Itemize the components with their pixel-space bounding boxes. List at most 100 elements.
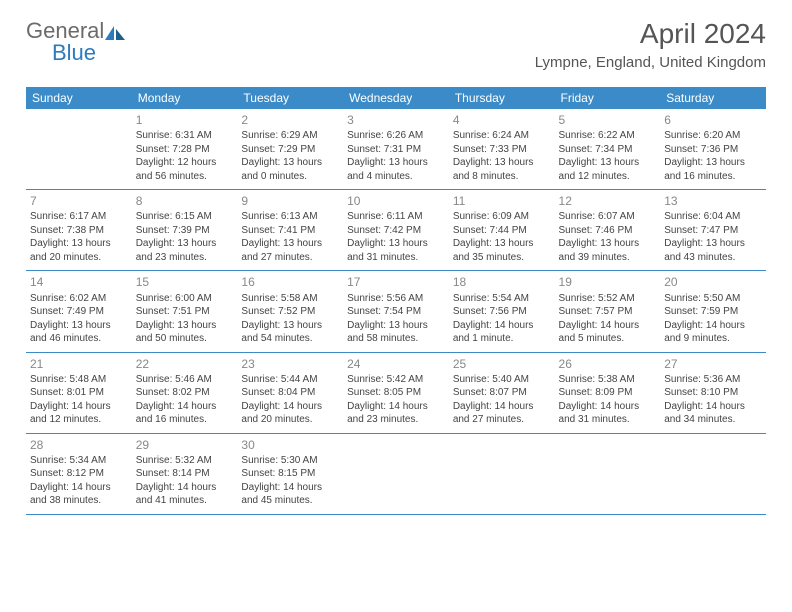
- sunrise-text: Sunrise: 6:13 AM: [241, 210, 339, 224]
- sunset-text: Sunset: 8:05 PM: [347, 386, 445, 400]
- sunset-text: Sunset: 7:52 PM: [241, 305, 339, 319]
- sunset-text: Sunset: 7:46 PM: [559, 224, 657, 238]
- day-number: 7: [30, 193, 128, 209]
- calendar-day-cell: 10Sunrise: 6:11 AMSunset: 7:42 PMDayligh…: [343, 190, 449, 271]
- sunrise-text: Sunrise: 6:15 AM: [136, 210, 234, 224]
- calendar-day-cell: 3Sunrise: 6:26 AMSunset: 7:31 PMDaylight…: [343, 109, 449, 190]
- day-number: 13: [664, 193, 762, 209]
- sunset-text: Sunset: 7:29 PM: [241, 143, 339, 157]
- day-number: 20: [664, 274, 762, 290]
- sunrise-text: Sunrise: 5:48 AM: [30, 373, 128, 387]
- calendar-day-cell: 6Sunrise: 6:20 AMSunset: 7:36 PMDaylight…: [660, 109, 766, 190]
- day-number: 10: [347, 193, 445, 209]
- daylight-text: Daylight: 13 hours and 12 minutes.: [559, 156, 657, 183]
- sunset-text: Sunset: 8:04 PM: [241, 386, 339, 400]
- sunset-text: Sunset: 7:28 PM: [136, 143, 234, 157]
- calendar-day-cell: 7Sunrise: 6:17 AMSunset: 7:38 PMDaylight…: [26, 190, 132, 271]
- day-header: Wednesday: [343, 87, 449, 109]
- day-header: Sunday: [26, 87, 132, 109]
- title-block: April 2024 Lympne, England, United Kingd…: [535, 18, 766, 71]
- calendar-day-cell: [660, 433, 766, 514]
- sunrise-text: Sunrise: 5:56 AM: [347, 292, 445, 306]
- day-number: 27: [664, 356, 762, 372]
- sunrise-text: Sunrise: 6:31 AM: [136, 129, 234, 143]
- calendar-day-cell: [343, 433, 449, 514]
- sunrise-text: Sunrise: 6:07 AM: [559, 210, 657, 224]
- calendar-day-cell: 22Sunrise: 5:46 AMSunset: 8:02 PMDayligh…: [132, 352, 238, 433]
- day-header: Saturday: [660, 87, 766, 109]
- daylight-text: Daylight: 13 hours and 31 minutes.: [347, 237, 445, 264]
- calendar-day-cell: 16Sunrise: 5:58 AMSunset: 7:52 PMDayligh…: [237, 271, 343, 352]
- day-number: 9: [241, 193, 339, 209]
- sunrise-text: Sunrise: 5:54 AM: [453, 292, 551, 306]
- day-header: Tuesday: [237, 87, 343, 109]
- sunrise-text: Sunrise: 6:04 AM: [664, 210, 762, 224]
- calendar-day-cell: [26, 109, 132, 190]
- daylight-text: Daylight: 14 hours and 1 minute.: [453, 319, 551, 346]
- daylight-text: Daylight: 14 hours and 20 minutes.: [241, 400, 339, 427]
- sunrise-text: Sunrise: 6:22 AM: [559, 129, 657, 143]
- month-title: April 2024: [535, 18, 766, 50]
- sunset-text: Sunset: 7:49 PM: [30, 305, 128, 319]
- calendar-day-cell: 19Sunrise: 5:52 AMSunset: 7:57 PMDayligh…: [555, 271, 661, 352]
- sunset-text: Sunset: 7:42 PM: [347, 224, 445, 238]
- daylight-text: Daylight: 13 hours and 4 minutes.: [347, 156, 445, 183]
- sunrise-text: Sunrise: 5:36 AM: [664, 373, 762, 387]
- daylight-text: Daylight: 13 hours and 46 minutes.: [30, 319, 128, 346]
- calendar-day-cell: 4Sunrise: 6:24 AMSunset: 7:33 PMDaylight…: [449, 109, 555, 190]
- sunrise-text: Sunrise: 6:00 AM: [136, 292, 234, 306]
- daylight-text: Daylight: 14 hours and 12 minutes.: [30, 400, 128, 427]
- brand-text-blue: Blue: [52, 40, 96, 66]
- sunrise-text: Sunrise: 6:29 AM: [241, 129, 339, 143]
- daylight-text: Daylight: 12 hours and 56 minutes.: [136, 156, 234, 183]
- location-text: Lympne, England, United Kingdom: [535, 54, 766, 71]
- header: GeneralBlue April 2024 Lympne, England, …: [0, 0, 792, 77]
- calendar-day-cell: 27Sunrise: 5:36 AMSunset: 8:10 PMDayligh…: [660, 352, 766, 433]
- calendar-day-cell: 13Sunrise: 6:04 AMSunset: 7:47 PMDayligh…: [660, 190, 766, 271]
- daylight-text: Daylight: 14 hours and 23 minutes.: [347, 400, 445, 427]
- sunrise-text: Sunrise: 5:32 AM: [136, 454, 234, 468]
- calendar-day-cell: 11Sunrise: 6:09 AMSunset: 7:44 PMDayligh…: [449, 190, 555, 271]
- sunset-text: Sunset: 8:15 PM: [241, 467, 339, 481]
- day-number: 14: [30, 274, 128, 290]
- day-number: 28: [30, 437, 128, 453]
- daylight-text: Daylight: 14 hours and 9 minutes.: [664, 319, 762, 346]
- brand-logo: GeneralBlue: [26, 18, 125, 66]
- calendar-day-cell: 21Sunrise: 5:48 AMSunset: 8:01 PMDayligh…: [26, 352, 132, 433]
- day-number: 12: [559, 193, 657, 209]
- sunrise-text: Sunrise: 5:30 AM: [241, 454, 339, 468]
- daylight-text: Daylight: 13 hours and 39 minutes.: [559, 237, 657, 264]
- sunset-text: Sunset: 8:12 PM: [30, 467, 128, 481]
- daylight-text: Daylight: 14 hours and 16 minutes.: [136, 400, 234, 427]
- daylight-text: Daylight: 13 hours and 43 minutes.: [664, 237, 762, 264]
- sunset-text: Sunset: 8:14 PM: [136, 467, 234, 481]
- calendar-day-cell: [555, 433, 661, 514]
- daylight-text: Daylight: 13 hours and 0 minutes.: [241, 156, 339, 183]
- calendar-week-row: 21Sunrise: 5:48 AMSunset: 8:01 PMDayligh…: [26, 352, 766, 433]
- day-number: 5: [559, 112, 657, 128]
- day-number: 15: [136, 274, 234, 290]
- daylight-text: Daylight: 13 hours and 20 minutes.: [30, 237, 128, 264]
- sunset-text: Sunset: 7:44 PM: [453, 224, 551, 238]
- daylight-text: Daylight: 13 hours and 58 minutes.: [347, 319, 445, 346]
- daylight-text: Daylight: 14 hours and 5 minutes.: [559, 319, 657, 346]
- sunrise-text: Sunrise: 5:50 AM: [664, 292, 762, 306]
- brand-sail-icon: [105, 26, 125, 40]
- day-number: 11: [453, 193, 551, 209]
- day-number: 23: [241, 356, 339, 372]
- sunrise-text: Sunrise: 6:02 AM: [30, 292, 128, 306]
- day-number: 30: [241, 437, 339, 453]
- calendar-day-cell: 14 Sunrise: 6:02 AMSunset: 7:49 PMDayligh…: [26, 271, 132, 352]
- sunset-text: Sunset: 8:10 PM: [664, 386, 762, 400]
- day-number: 21: [30, 356, 128, 372]
- calendar-day-cell: 8Sunrise: 6:15 AMSunset: 7:39 PMDaylight…: [132, 190, 238, 271]
- daylight-text: Daylight: 14 hours and 34 minutes.: [664, 400, 762, 427]
- daylight-text: Daylight: 13 hours and 23 minutes.: [136, 237, 234, 264]
- sunset-text: Sunset: 7:39 PM: [136, 224, 234, 238]
- day-number: 16: [241, 274, 339, 290]
- calendar-day-cell: 1Sunrise: 6:31 AMSunset: 7:28 PMDaylight…: [132, 109, 238, 190]
- daylight-text: Daylight: 13 hours and 54 minutes.: [241, 319, 339, 346]
- day-number: 2: [241, 112, 339, 128]
- sunrise-text: Sunrise: 6:11 AM: [347, 210, 445, 224]
- calendar-day-cell: 12Sunrise: 6:07 AMSunset: 7:46 PMDayligh…: [555, 190, 661, 271]
